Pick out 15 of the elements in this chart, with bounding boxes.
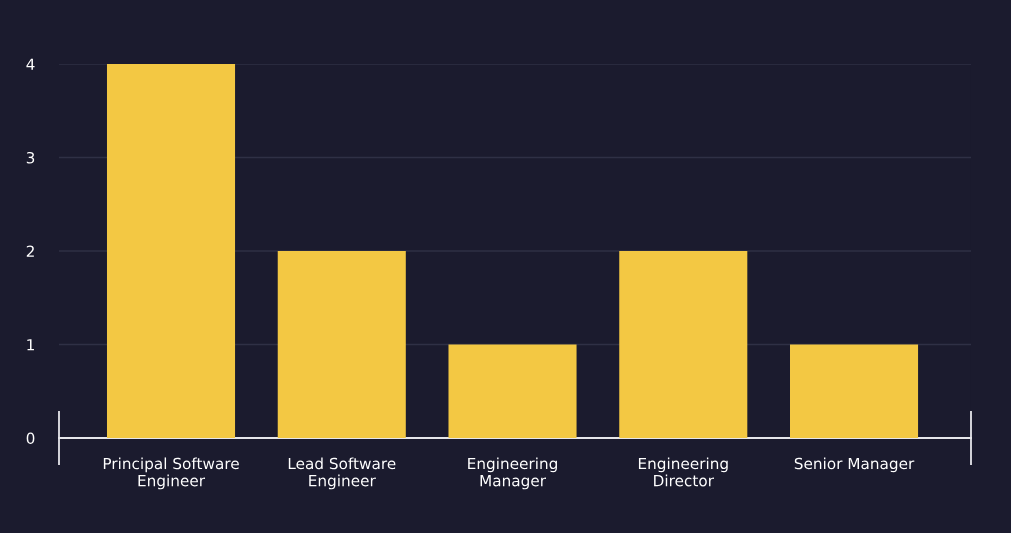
- bar: [106, 64, 236, 438]
- y-tick-label: 0: [26, 432, 35, 445]
- y-tick-label: 3: [26, 151, 35, 164]
- x-tick-label: Principal Software Engineer: [103, 457, 239, 490]
- bar: [790, 344, 919, 438]
- bar: [619, 251, 748, 438]
- y-tick-label: 2: [26, 245, 34, 257]
- x-tick-label: Lead Software Engineer: [288, 457, 396, 490]
- x-tick-label: Engineering Director: [638, 457, 728, 487]
- y-tick-label: 4: [26, 58, 35, 70]
- x-tick-label: Engineering Manager: [468, 457, 557, 490]
- y-tick-label: 1: [27, 339, 34, 351]
- bar: [448, 344, 577, 438]
- bar: [277, 251, 406, 438]
- x-tick-label: Senior Manager: [794, 457, 915, 473]
